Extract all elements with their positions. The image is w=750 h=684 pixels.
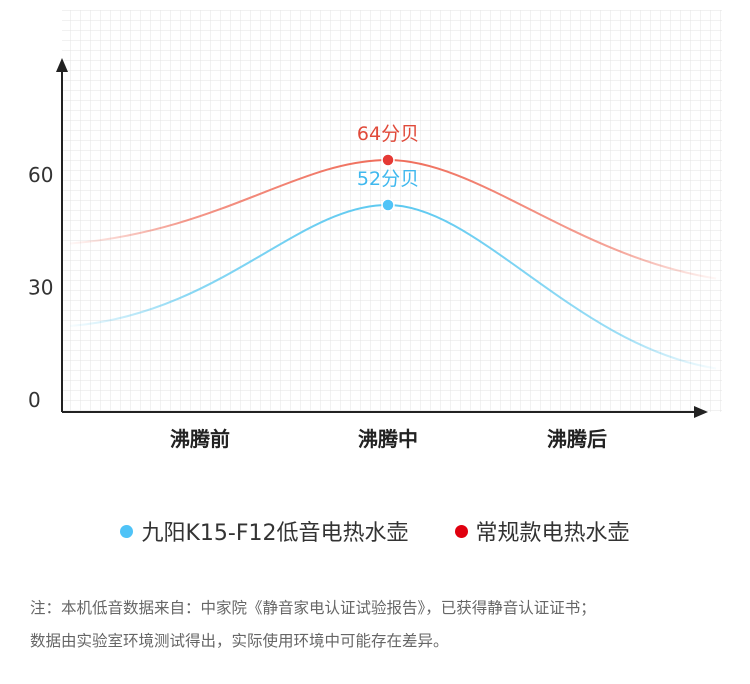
x-category-label: 沸腾前 bbox=[170, 427, 230, 451]
legend-item-regular: 常规款电热水壶 bbox=[454, 515, 630, 547]
legend-dot-red-icon bbox=[454, 524, 468, 538]
legend-dot-blue-icon bbox=[120, 524, 134, 538]
footnote: 注：本机低音数据来自：中家院《静音家电认证试验报告》，已获得静音认证证书； 数据… bbox=[30, 592, 730, 658]
x-category-label: 沸腾中 bbox=[358, 427, 418, 451]
peak-label-jiuyang: 52分贝 bbox=[357, 168, 419, 190]
y-tick-label-0: 0 bbox=[28, 388, 41, 412]
chart-grid bbox=[62, 10, 722, 412]
y-axis-arrow-icon bbox=[56, 58, 68, 72]
y-tick-label-30: 30 bbox=[28, 276, 53, 300]
x-axis-arrow-icon bbox=[694, 406, 708, 418]
y-tick-label-60: 60 bbox=[28, 163, 53, 187]
noise-line-chart: 0 30 60 沸腾前 沸腾中 沸腾后 64分贝 52分贝 bbox=[28, 10, 722, 451]
footnote-line-2: 数据由实验室环境测试得出，实际使用环境中可能存在差异。 bbox=[30, 632, 449, 650]
x-category-label: 沸腾后 bbox=[547, 427, 607, 451]
peak-point-jiuyang bbox=[381, 198, 395, 212]
footnote-line-1: 注：本机低音数据来自：中家院《静音家电认证试验报告》，已获得静音认证证书； bbox=[30, 599, 596, 617]
legend-label-regular: 常规款电热水壶 bbox=[475, 521, 630, 546]
peak-label-regular: 64分贝 bbox=[357, 123, 419, 145]
chart-legend: 九阳K15-F12低音电热水壶 常规款电热水壶 bbox=[0, 515, 750, 547]
legend-item-jiuyang: 九阳K15-F12低音电热水壶 bbox=[120, 515, 409, 547]
legend-label-jiuyang: 九阳K15-F12低音电热水壶 bbox=[141, 521, 409, 546]
peak-point-regular bbox=[381, 153, 395, 167]
